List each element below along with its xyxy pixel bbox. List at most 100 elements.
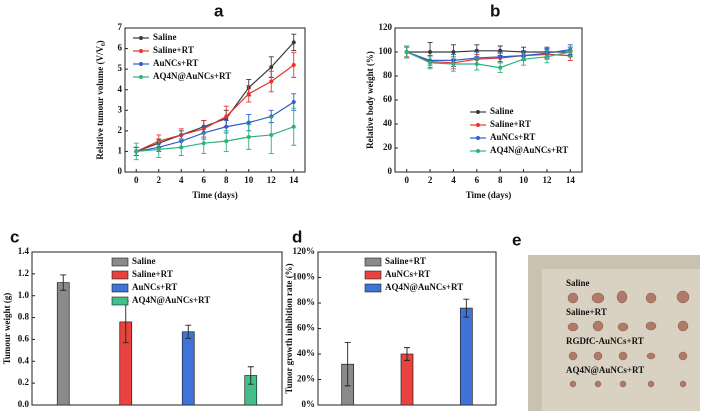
series-line	[406, 50, 571, 53]
data-point	[269, 132, 274, 137]
y-tick-label: 4	[118, 84, 123, 94]
legend-swatch	[111, 296, 129, 306]
error-bar	[344, 342, 351, 387]
panel-label: e	[512, 230, 521, 249]
x-tick-label: 8	[498, 175, 503, 185]
y-tick-label: 5	[118, 63, 123, 73]
data-point	[474, 62, 479, 66]
x-tick-label: 6	[202, 175, 207, 185]
error-bar	[247, 366, 254, 385]
legend-label: Saline+RT	[153, 45, 194, 55]
y-tick-label: 20%	[297, 374, 315, 384]
legend-label: AQ4N@AuNCs+RT	[132, 295, 210, 305]
error-bar	[463, 298, 470, 318]
legend-swatch	[364, 270, 382, 280]
y-axis-label: Tumour weight (g)	[2, 293, 12, 365]
y-axis-label: Tumor growth inhibition rate (%)	[284, 263, 294, 393]
data-point	[291, 40, 296, 45]
legend-label: AuNCs+RT	[385, 269, 430, 279]
legend-swatch	[364, 257, 382, 267]
y-tick-label: 3	[118, 104, 123, 114]
legend-marker	[476, 110, 480, 114]
panel-label: b	[490, 1, 500, 20]
y-tick-label: 120%	[293, 246, 316, 256]
data-point	[224, 114, 229, 119]
data-point	[291, 63, 296, 68]
plot-frame	[31, 251, 283, 406]
legend-marker	[476, 149, 480, 153]
data-point	[451, 50, 456, 54]
photo-background	[528, 255, 700, 411]
error-bar	[60, 274, 67, 291]
photo-panel: e Saline Saline+RT RGDfC-AuNCs+RT AQ4N@A…	[512, 230, 700, 411]
y-tick-label: 0%	[302, 399, 316, 409]
x-tick-label: 6	[475, 175, 480, 185]
y-tick-label: 0	[118, 166, 123, 176]
x-axis-label: Time (days)	[466, 190, 512, 200]
x-tick-label: 4	[451, 175, 456, 185]
bar	[181, 331, 195, 406]
legend-label: Saline+RT	[132, 269, 173, 279]
y-tick-label: 0.2	[18, 377, 30, 387]
group-label: RGDfC-AuNCs+RT	[566, 336, 644, 346]
legend-label: Saline+RT	[490, 119, 531, 129]
legend-swatch	[111, 283, 129, 293]
data-point	[404, 50, 409, 54]
bar	[459, 307, 473, 406]
panel-label: d	[292, 227, 302, 246]
data-point	[291, 124, 296, 129]
data-point	[246, 91, 251, 96]
y-tick-label: 0.0	[18, 399, 30, 409]
legend-label: Saline	[132, 256, 156, 266]
x-tick-label: 0	[404, 175, 409, 185]
group-label: Saline	[566, 278, 590, 288]
bar	[56, 282, 70, 406]
y-tick-label: 120	[379, 22, 393, 32]
x-tick-label: 14	[566, 175, 576, 185]
y-tick-label: 0	[388, 166, 393, 176]
y-tick-label: 0.4	[18, 355, 30, 365]
series-line	[136, 101, 295, 153]
data-point	[269, 65, 274, 70]
x-tick-label: 2	[428, 175, 433, 185]
data-point	[498, 65, 503, 70]
legend-label: Saline+RT	[385, 256, 426, 266]
y-tick-label: 60%	[297, 323, 315, 333]
group-label: Saline+RT	[566, 307, 607, 317]
series-line	[406, 51, 571, 64]
y-tick-label: 80%	[297, 297, 315, 307]
y-tick-label: 100%	[293, 272, 316, 282]
y-tick-label: 40	[383, 118, 393, 128]
x-tick-label: 12	[542, 175, 552, 185]
data-point	[521, 57, 526, 62]
legend-swatch	[111, 257, 129, 267]
panel-label: a	[214, 1, 224, 20]
legend-label: Saline	[490, 106, 514, 116]
ruler	[528, 269, 542, 411]
legend-marker	[139, 36, 143, 40]
series-line	[136, 126, 294, 153]
plot-frame	[124, 27, 306, 173]
legend-label: AuNCs+RT	[490, 132, 535, 142]
legend-marker	[476, 136, 480, 140]
data-point	[568, 50, 573, 54]
panel-label: c	[10, 227, 19, 246]
x-tick-label: 4	[179, 175, 184, 185]
series-line	[406, 49, 571, 61]
ruler	[528, 255, 700, 269]
error-bar	[185, 324, 192, 339]
bar	[400, 353, 414, 406]
legend-marker	[139, 49, 143, 53]
legend-marker	[139, 62, 143, 66]
legend-swatch	[111, 270, 129, 280]
y-tick-label: 0.8	[18, 312, 30, 322]
x-tick-label: 10	[244, 175, 254, 185]
data-point	[246, 120, 251, 125]
data-point	[498, 54, 503, 59]
x-tick-label: 0	[134, 175, 139, 185]
x-tick-label: 8	[224, 175, 229, 185]
legend-marker	[476, 123, 480, 127]
data-point	[134, 149, 139, 154]
